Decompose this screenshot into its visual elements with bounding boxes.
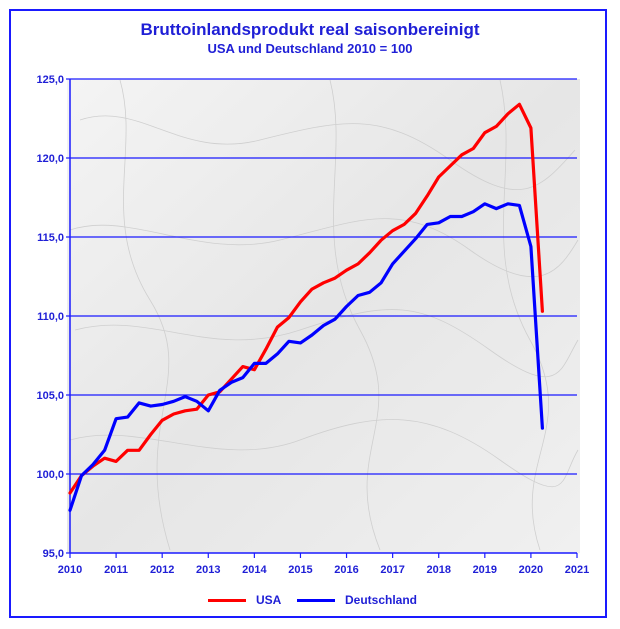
x-tick-label: 2013 — [196, 564, 220, 576]
series-line-usa — [68, 102, 545, 495]
legend-item-deutschland: Deutschland — [297, 591, 417, 609]
x-tick-label: 2020 — [519, 564, 543, 576]
x-tick-label: 2011 — [104, 564, 128, 576]
x-tick-label: 2019 — [473, 564, 497, 576]
legend-swatch-usa — [208, 598, 246, 602]
legend-swatch-deutschland — [297, 598, 335, 602]
legend-item-usa: USA — [208, 591, 281, 609]
chart-subtitle: USA und Deutschland 2010 = 100 — [207, 41, 413, 56]
x-tick-label: 2018 — [426, 564, 450, 576]
y-tick-label: 120,0 — [36, 153, 64, 165]
y-tick-label: 115,0 — [37, 232, 64, 244]
x-tick-label: 2016 — [334, 564, 358, 576]
y-tick-label: 110,0 — [37, 311, 64, 323]
y-tick-label: 95,0 — [43, 548, 64, 560]
y-tick-label: 105,0 — [36, 390, 64, 402]
x-tick-label: 2021 — [565, 564, 589, 576]
y-tick-label: 125,0 — [36, 74, 64, 86]
chart-title: Bruttoinlandsprodukt real saisonbereinig… — [140, 20, 480, 39]
x-tick-label: 2012 — [150, 564, 174, 576]
x-tick-label: 2015 — [288, 564, 312, 576]
x-tick-label: 2010 — [58, 564, 82, 576]
y-tick-label: 100,0 — [36, 469, 64, 481]
legend-label-deutschland: Deutschland — [345, 593, 418, 607]
legend-label-usa: USA — [256, 593, 282, 607]
x-tick-label: 2017 — [380, 564, 404, 576]
series-line-deutschland — [68, 202, 545, 512]
x-tick-label: 2014 — [242, 564, 267, 576]
marble-texture — [69, 79, 579, 551]
